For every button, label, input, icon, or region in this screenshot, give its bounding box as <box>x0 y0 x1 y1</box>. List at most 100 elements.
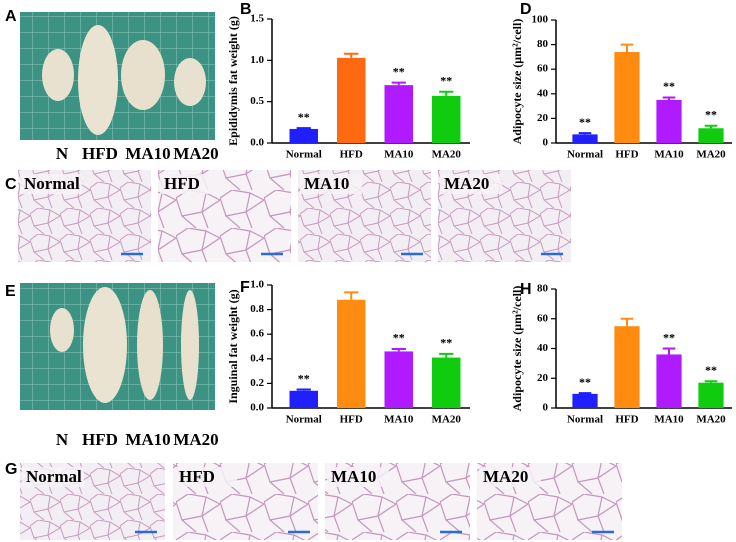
y-tick-label: 60 <box>537 312 549 324</box>
y-tick-label: 0.2 <box>250 377 264 389</box>
error-bar <box>439 90 454 96</box>
x-tick-label: MA10 <box>654 414 684 426</box>
bar <box>384 85 413 143</box>
y-tick-label: 0.4 <box>250 352 264 364</box>
label-backdrop <box>160 174 222 194</box>
photo-label: HFD <box>82 144 118 163</box>
x-tick-label: MA10 <box>384 149 414 161</box>
x-tick-label: HFD <box>340 149 363 161</box>
histology-label: HFD <box>179 467 215 486</box>
y-tick-label: 0.8 <box>250 303 264 315</box>
x-tick-label: HFD <box>615 414 638 426</box>
error-bar <box>344 52 359 58</box>
photo-label: MA10 <box>125 430 170 449</box>
tissue <box>50 308 74 352</box>
y-axis-title: Inguinal fat weight (g) <box>226 289 240 403</box>
panel-letter: A <box>5 8 17 25</box>
histology-label: Normal <box>26 467 82 486</box>
x-tick-label: Normal <box>567 414 603 426</box>
x-tick-label: MA10 <box>654 149 684 161</box>
y-tick-label: 40 <box>537 342 549 354</box>
bar <box>337 299 366 408</box>
panel-letter: D <box>520 1 532 18</box>
y-axis-title: Epididymis fat weight (g) <box>226 16 240 146</box>
bar <box>289 128 318 143</box>
y-tick-label: 20 <box>537 112 549 124</box>
x-tick-label: HFD <box>340 414 363 426</box>
tissue <box>174 58 206 106</box>
significance: ** <box>579 375 591 389</box>
histology-label: MA10 <box>304 174 349 193</box>
x-tick-label: MA20 <box>432 149 462 161</box>
x-tick-label: Normal <box>567 149 603 161</box>
photo-label: HFD <box>82 430 118 449</box>
x-tick-label: MA10 <box>384 414 414 426</box>
significance: ** <box>298 371 310 385</box>
x-tick-label: HFD <box>615 149 638 161</box>
y-tick-label: 0.6 <box>250 328 264 340</box>
error-bar <box>344 291 359 300</box>
label-backdrop <box>327 467 389 487</box>
significance: ** <box>440 336 452 350</box>
y-tick-label: 0.0 <box>250 137 264 149</box>
error-bar <box>296 388 311 391</box>
error-bar <box>578 392 592 395</box>
y-tick-label: 80 <box>537 38 549 50</box>
error-bar <box>296 127 311 130</box>
photo-label: MA20 <box>173 430 218 449</box>
bar <box>698 128 724 143</box>
tissue <box>83 287 127 403</box>
y-tick-label: 0.5 <box>250 95 264 107</box>
panel-letter: B <box>240 1 252 18</box>
label-backdrop <box>300 174 362 194</box>
error-bar <box>391 347 406 352</box>
y-tick-label: 0 <box>543 137 549 149</box>
y-tick-label: 80 <box>537 283 549 295</box>
y-tick-label: 1.0 <box>250 279 264 291</box>
significance: ** <box>298 110 310 124</box>
histology-label: HFD <box>164 174 200 193</box>
panel-letter: F <box>240 279 250 296</box>
histology-label: MA10 <box>331 467 376 486</box>
bar <box>656 99 682 143</box>
bar <box>572 134 598 143</box>
tissue <box>42 49 74 101</box>
y-tick-label: 1.5 <box>250 13 264 25</box>
error-bar <box>578 132 592 135</box>
error-bar <box>704 124 718 129</box>
histology-label: MA20 <box>483 467 528 486</box>
photo-label: N <box>56 430 69 449</box>
x-tick-label: MA20 <box>696 414 726 426</box>
error-bar <box>662 347 676 355</box>
significance: ** <box>705 363 717 377</box>
tissue <box>121 40 165 110</box>
y-axis-title: Adipocyte size (μm²/cell) <box>510 286 524 412</box>
panel-letter: C <box>5 176 17 193</box>
tissue <box>137 290 163 400</box>
tissue <box>78 25 118 135</box>
x-tick-label: MA20 <box>696 149 726 161</box>
significance: ** <box>393 331 405 345</box>
y-axis-title: Adipocyte size (μm²/cell) <box>510 19 524 145</box>
y-tick-label: 0.0 <box>250 402 264 414</box>
bar <box>289 390 318 408</box>
significance: ** <box>663 79 675 93</box>
histology-label: MA20 <box>444 174 489 193</box>
significance: ** <box>440 73 452 87</box>
label-backdrop <box>22 467 84 487</box>
y-tick-label: 1.0 <box>250 54 264 66</box>
bar <box>698 382 724 408</box>
bar <box>656 354 682 408</box>
error-bar <box>620 317 634 327</box>
label-backdrop <box>479 467 541 487</box>
significance: ** <box>705 108 717 122</box>
y-tick-label: 0 <box>543 402 549 414</box>
x-tick-label: Normal <box>286 149 322 161</box>
panel-letter: E <box>5 283 16 300</box>
error-bar <box>620 43 634 52</box>
error-bar <box>439 352 454 358</box>
y-tick-label: 60 <box>537 63 549 75</box>
bar <box>572 393 598 408</box>
photo-label: MA20 <box>173 144 218 163</box>
